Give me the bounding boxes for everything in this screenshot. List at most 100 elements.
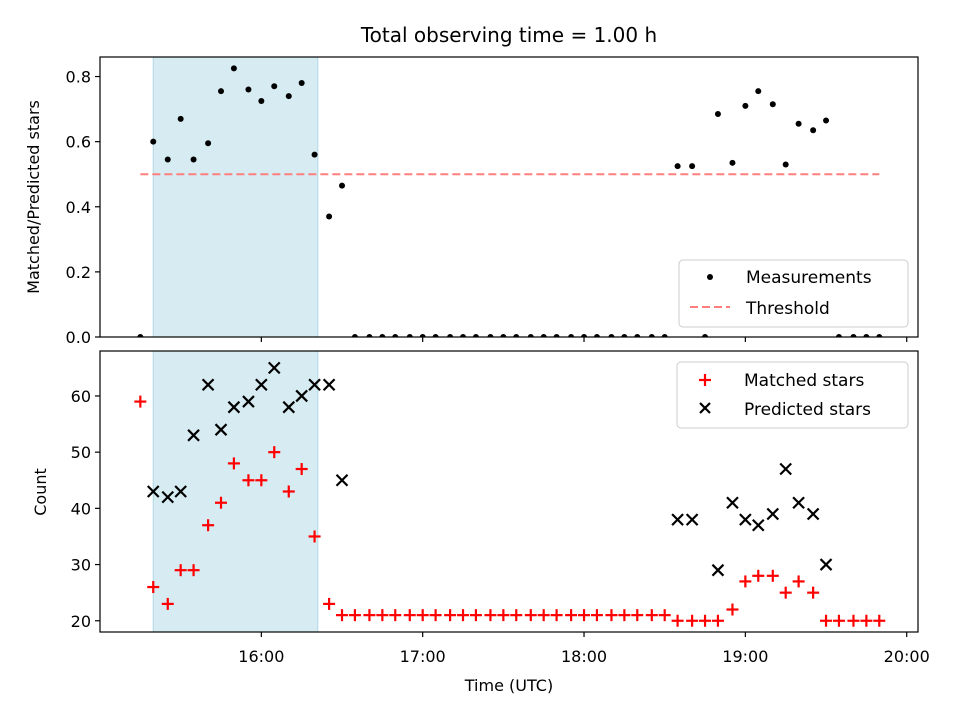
matched-star-point <box>484 609 497 622</box>
measurement-point <box>447 334 454 337</box>
matched-star-point <box>295 463 308 476</box>
predicted-star-point <box>779 462 792 476</box>
y-tick-label: 0.2 <box>66 263 91 282</box>
matched-star-point <box>348 609 361 622</box>
predicted-star-stroke-b <box>267 361 281 375</box>
matched-star-point <box>766 569 779 582</box>
x-axis-label: Time (UTC) <box>464 676 553 695</box>
matched-star-point <box>268 446 281 459</box>
matched-star-point <box>860 614 873 627</box>
measurement-point <box>487 334 494 337</box>
y-tick-label: 0.8 <box>66 68 91 87</box>
predicted-star-stroke-b <box>779 462 792 476</box>
matched-star-point <box>161 597 174 610</box>
predicted-star-point <box>201 378 215 391</box>
legend-marker-predicted <box>699 402 711 414</box>
matched-star-point <box>215 496 228 509</box>
measurement-point <box>339 182 346 189</box>
measurement-point <box>230 65 237 72</box>
measurement-point <box>755 88 762 95</box>
matched-star-point <box>686 614 699 627</box>
measurement-point <box>285 93 292 100</box>
measurement-point <box>835 334 842 337</box>
predicted-star-stroke-b <box>685 513 699 526</box>
predicted-star-stroke-b <box>282 400 296 414</box>
matched-star-point <box>255 474 268 487</box>
measurement-point <box>311 151 318 158</box>
matched-star-point <box>403 609 416 622</box>
bottom-legend-box <box>676 361 909 429</box>
top-y-axis-label: Matched/Predicted stars <box>24 100 43 294</box>
predicted-star-point <box>685 513 699 526</box>
measurement-point <box>689 163 696 170</box>
measurement-point <box>568 334 575 337</box>
matched-star-point <box>469 609 482 622</box>
measurement-point <box>351 334 358 337</box>
matched-star-point <box>308 530 321 543</box>
measurement-point <box>876 334 883 337</box>
matched-star-point <box>444 609 457 622</box>
matched-star-point <box>590 609 603 622</box>
matched-star-point <box>510 609 523 622</box>
bottom-legend: Matched stars Predicted stars <box>676 361 909 429</box>
x-tick-label: 19:00 <box>722 647 768 666</box>
predicted-star-stroke-b <box>766 507 780 521</box>
matched-star-point <box>376 609 389 622</box>
top-legend: Measurements Threshold <box>678 259 909 328</box>
matched-star-point <box>699 614 712 627</box>
bottom-plot-frame <box>99 350 919 633</box>
matched-star-point <box>752 569 765 582</box>
matched-star-point <box>389 609 402 622</box>
predicted-star-point <box>671 513 684 526</box>
predicted-star-point <box>187 429 200 442</box>
measurement-point <box>553 334 560 337</box>
measurement-point <box>406 334 413 337</box>
legend-label-matched: Matched stars <box>744 371 864 391</box>
bottom-panel: Count Time (UTC) 20 30 40 50 60 16:00 17:00 18:… <box>31 350 930 695</box>
measurement-point <box>326 213 333 220</box>
predicted-star-stroke-b <box>671 513 684 526</box>
chart-title: Total observing time = 1.00 h <box>360 23 657 47</box>
measurement-point <box>527 334 534 337</box>
x-tick-label: 16:00 <box>238 647 284 666</box>
measurement-point <box>190 156 197 163</box>
matched-star-point <box>565 609 578 622</box>
predicted-star-point <box>751 518 765 532</box>
measurement-point <box>258 97 265 104</box>
measurement-point <box>810 127 817 134</box>
matched-star-point <box>550 609 563 622</box>
measurement-point <box>460 334 467 337</box>
predicted-star-stroke-b <box>201 378 215 391</box>
predicted-star-point <box>308 378 321 391</box>
measurement-point <box>729 159 736 166</box>
matched-star-point <box>847 614 860 627</box>
measurement-point <box>392 334 399 337</box>
predicted-star-point <box>766 507 780 521</box>
measurement-point <box>513 334 520 337</box>
y-tick-label: 0.4 <box>66 198 91 217</box>
measurement-point <box>271 83 278 90</box>
predicted-star-stroke-b <box>335 473 349 487</box>
matched-star-point <box>631 609 644 622</box>
predicted-star-stroke-b <box>819 558 833 571</box>
measurement-point <box>137 334 144 337</box>
shaded-span <box>152 56 319 338</box>
predicted-star-point <box>819 558 833 571</box>
y-tick-label: 50 <box>71 443 91 462</box>
predicted-star-stroke-b <box>739 513 752 526</box>
measurement-point <box>581 334 588 337</box>
matched-star-point <box>363 609 376 622</box>
matched-star-point <box>282 485 295 498</box>
measurement-point <box>150 138 157 145</box>
matched-star-point <box>134 395 147 408</box>
y-tick-label: 60 <box>71 387 91 406</box>
predicted-star-stroke-b <box>174 485 187 498</box>
legend-marker-measurements <box>707 274 713 280</box>
measurement-point <box>714 110 721 117</box>
predicted-star-stroke-b <box>322 378 336 391</box>
measurement-point <box>205 140 212 147</box>
predicted-star-point <box>174 485 187 498</box>
matched-star-point <box>820 614 833 627</box>
predicted-star-stroke-b <box>214 423 228 436</box>
predicted-star-stroke-b <box>295 389 308 403</box>
